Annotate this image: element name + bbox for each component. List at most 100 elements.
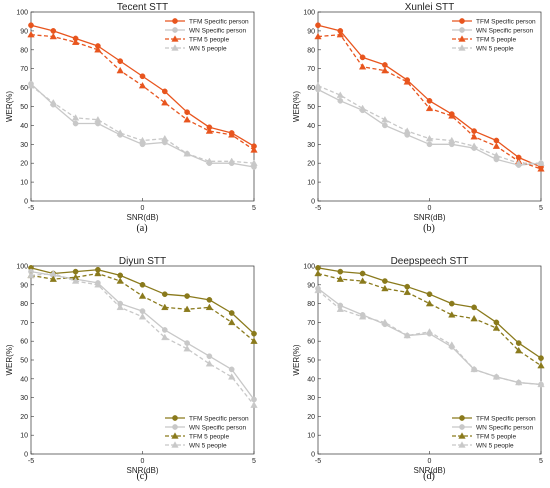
data-point [382, 62, 388, 68]
data-point [94, 116, 102, 123]
data-point [139, 308, 146, 314]
panel-caption: (a) [136, 223, 147, 234]
data-point [72, 268, 79, 275]
x-tick-label: 0 [141, 458, 145, 465]
data-point [28, 22, 34, 29]
legend-label: TFM 5 people [189, 433, 229, 440]
data-point [228, 366, 235, 373]
data-point [515, 378, 523, 386]
series-tfm-5-people [314, 269, 545, 369]
data-point [94, 281, 102, 288]
data-point [205, 127, 214, 134]
x-axis-label: SNR(dB) [413, 466, 445, 475]
y-tick-label: 30 [307, 142, 315, 149]
legend-label: WN 5 people [189, 442, 227, 449]
data-point [116, 303, 124, 311]
data-point [448, 300, 455, 307]
y-tick-label: 80 [307, 47, 315, 54]
data-point [228, 131, 236, 138]
data-point [138, 82, 147, 89]
data-point [336, 305, 344, 312]
data-point [537, 165, 545, 172]
data-point [49, 99, 57, 106]
data-point [116, 277, 124, 284]
y-tick-label: 70 [307, 320, 315, 327]
x-tick-label: -5 [315, 205, 321, 212]
data-point [250, 401, 258, 408]
data-point [50, 28, 57, 34]
data-point [470, 133, 478, 140]
data-point [336, 275, 344, 282]
legend-marker [171, 44, 179, 51]
series-wn-5-people [27, 82, 258, 166]
data-point [49, 275, 57, 282]
legend-marker [459, 27, 465, 33]
x-tick-label: 5 [539, 458, 543, 465]
legend-marker [458, 35, 466, 42]
y-tick-label: 10 [307, 180, 315, 187]
series-line [30, 270, 255, 400]
series-wn-5-people [27, 269, 258, 408]
data-point [471, 304, 477, 311]
data-point [404, 283, 411, 290]
data-point [94, 269, 102, 277]
y-tick-label: 60 [20, 85, 28, 92]
legend: TFM Specific person WN Specific person TFM… [160, 411, 252, 452]
data-point [184, 293, 190, 299]
series-line [30, 85, 255, 164]
series-tfm-5-people [27, 30, 258, 153]
y-tick-label: 0 [311, 199, 315, 206]
series-line [317, 85, 541, 164]
legend: TFM Specific person WN Specific person TFM… [160, 14, 252, 55]
legend-label: WN Specific person [189, 424, 246, 431]
legend-label: WN 5 people [476, 442, 514, 449]
data-point [205, 303, 214, 311]
y-tick-label: 100 [16, 264, 28, 271]
series-wn-5-people [314, 286, 545, 388]
legend-marker [172, 27, 178, 33]
y-tick-label: 80 [20, 301, 28, 308]
data-point [403, 331, 411, 339]
data-point [183, 305, 191, 312]
legend-marker [459, 424, 465, 430]
y-tick-label: 20 [20, 414, 28, 421]
data-point [492, 142, 501, 149]
data-point [515, 340, 522, 346]
data-point [358, 104, 367, 112]
data-point [426, 97, 433, 104]
data-point [358, 277, 367, 284]
y-tick-label: 0 [311, 452, 315, 459]
data-point [250, 337, 258, 344]
y-tick-label: 20 [307, 161, 315, 168]
legend-marker [172, 415, 178, 421]
data-point [205, 157, 214, 164]
data-point [358, 313, 367, 320]
data-point [359, 54, 366, 61]
y-tick-label: 70 [20, 320, 28, 327]
data-point [117, 272, 124, 279]
data-point [72, 120, 79, 127]
data-point [138, 313, 147, 320]
data-point [116, 129, 124, 136]
y-tick-label: 50 [307, 358, 315, 365]
panel-caption: (d) [423, 471, 435, 482]
legend: TFM Specific person WN Specific person TFM… [447, 411, 539, 452]
y-axis-label: WER(%) [5, 344, 14, 375]
chart-title: Xunlei STT [405, 2, 454, 13]
data-point [251, 396, 257, 403]
legend-label: TFM Specific person [189, 18, 249, 25]
y-tick-label: 90 [307, 282, 315, 289]
series-wn-5-people [314, 82, 545, 166]
data-point [425, 104, 434, 112]
data-point [493, 319, 500, 326]
data-point [470, 314, 478, 322]
legend-marker [171, 432, 179, 439]
data-point [161, 327, 168, 333]
legend-marker [458, 44, 466, 51]
data-point [314, 269, 322, 277]
data-point [426, 141, 433, 148]
data-point [382, 122, 388, 129]
y-axis-label: WER(%) [292, 91, 301, 122]
